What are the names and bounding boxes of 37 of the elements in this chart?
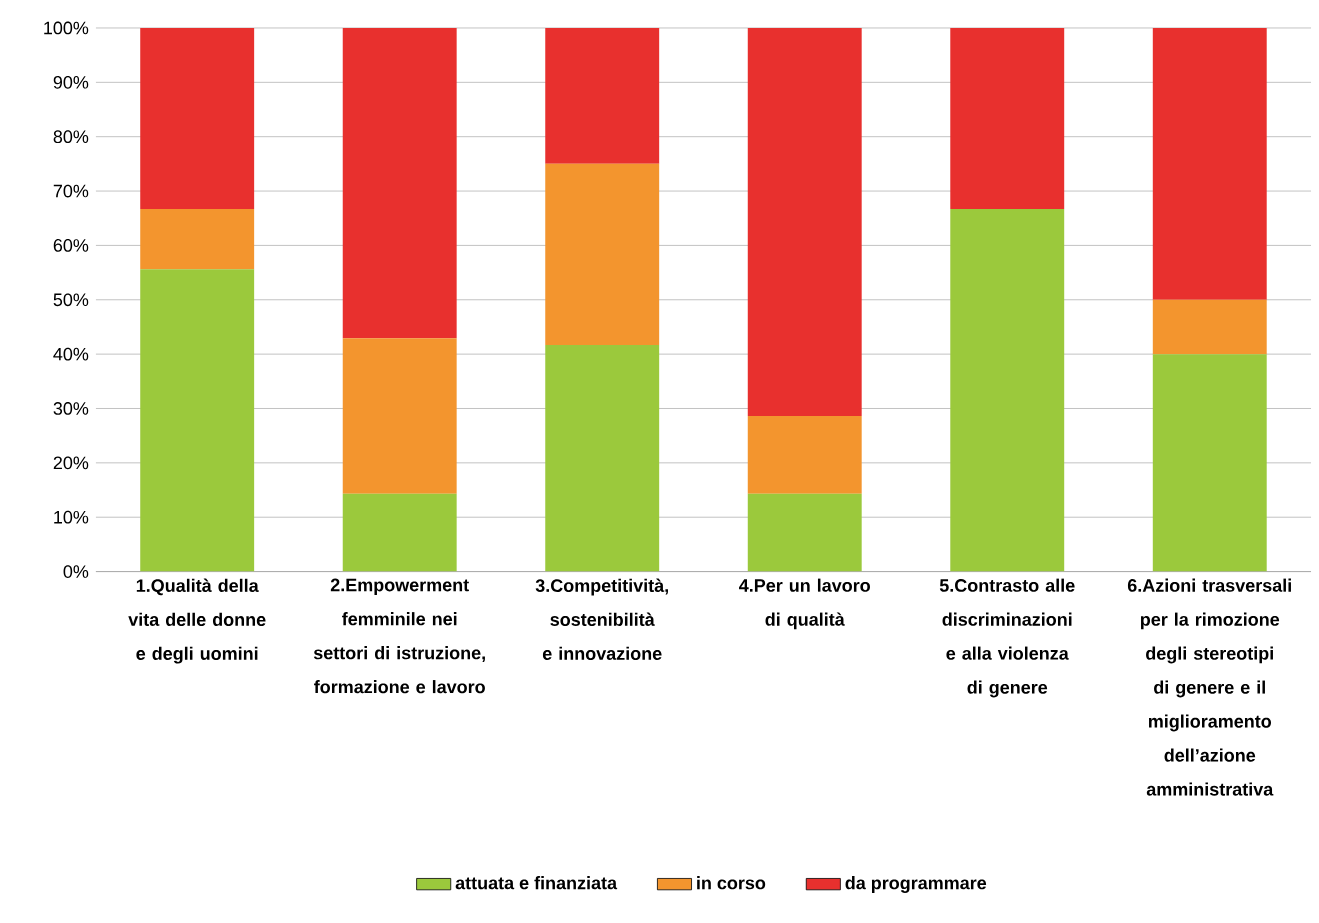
bar — [1152, 299, 1267, 354]
bar — [545, 27, 660, 164]
x-tick-label: 1.Qualità della vita delle donne e degli uomini — [128, 578, 266, 664]
bar — [140, 269, 255, 572]
bar — [747, 27, 862, 416]
bar — [950, 208, 1065, 572]
bar — [342, 27, 457, 339]
y-tick-label: 70% — [53, 184, 89, 198]
bar — [1152, 353, 1267, 572]
bar — [747, 415, 862, 494]
bar — [342, 338, 457, 494]
x-tick-label: 3.Competitività, sostenibilità e innovazione — [535, 578, 668, 660]
bar — [545, 163, 660, 345]
bar — [950, 27, 1065, 209]
y-tick-label: 60% — [53, 238, 89, 252]
y-tick-label: 30% — [53, 401, 89, 415]
y-tick-label: 50% — [53, 293, 89, 307]
y-tick-label: 0% — [63, 565, 89, 578]
bar — [140, 27, 255, 209]
bar — [1152, 27, 1267, 300]
legend-label: da programmare — [845, 875, 987, 893]
bar — [747, 493, 862, 572]
y-tick-label: 100% — [44, 21, 89, 35]
legend-label: in corso — [697, 875, 766, 890]
x-tick-label: 6.Azioni trasversali per la rimozione degli stereotipi di genere e il miglioramento dell’azione amministrativa — [1127, 578, 1291, 796]
x-tick-label: 2.Empowerment femminile nei settori di istruzione, formazione e lavoro — [313, 578, 485, 694]
bar — [342, 493, 457, 572]
x-tick-label: 4.Per un lavoro di qualità — [739, 578, 870, 630]
legend-label: attuata e finanziata — [455, 875, 618, 890]
y-tick-label: 10% — [54, 510, 89, 524]
x-tick-label: 5.Contrasto alle discriminazioni e alla violenza di genere — [939, 578, 1075, 698]
y-tick-label: 20% — [53, 456, 89, 470]
bar — [140, 208, 255, 270]
bar — [545, 344, 660, 572]
y-tick-label: 80% — [53, 130, 89, 143]
y-tick-label: 90% — [53, 75, 89, 89]
y-tick-label: 40% — [53, 347, 89, 361]
